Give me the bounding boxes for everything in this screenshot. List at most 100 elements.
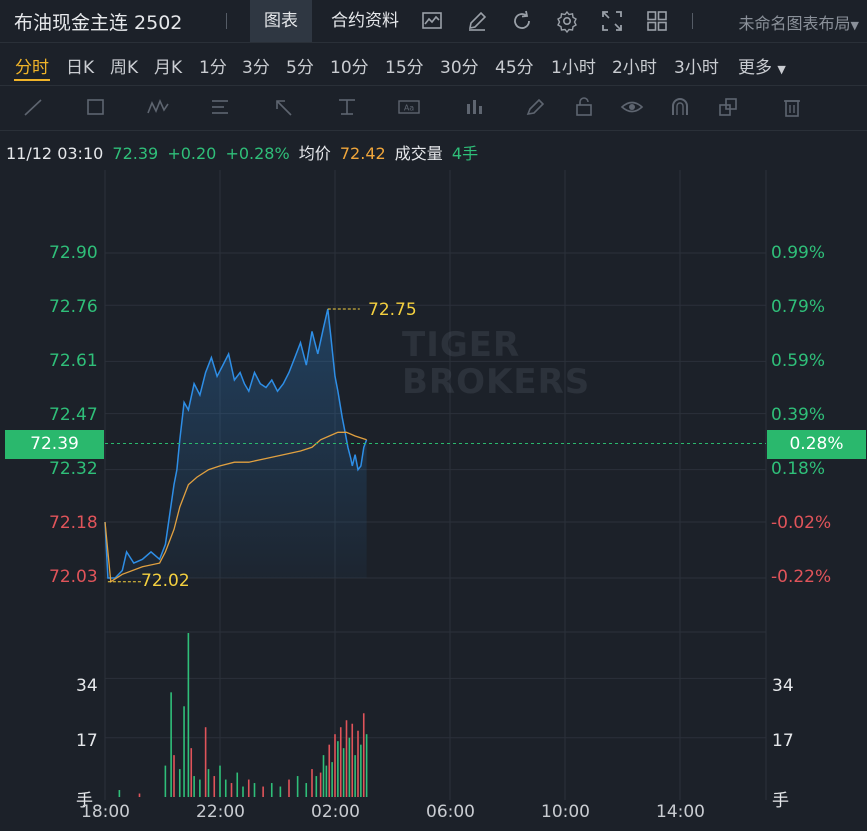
- interval-item[interactable]: 2小时: [612, 58, 657, 78]
- y-axis-pct-label: -0.02%: [771, 513, 832, 533]
- volume-bar: [331, 762, 333, 797]
- layout-select-label: 未命名图表布局: [738, 14, 851, 33]
- interval-item[interactable]: 3小时: [674, 58, 719, 78]
- rect-tool-icon[interactable]: [84, 96, 108, 118]
- volume-bar: [213, 776, 216, 797]
- interval-item[interactable]: 日K: [66, 58, 95, 78]
- y-axis-label: 72.18: [49, 513, 98, 533]
- avg-price-label: 均价: [298, 144, 331, 163]
- fullscreen-icon[interactable]: [600, 9, 624, 33]
- interval-item[interactable]: 45分: [495, 58, 534, 78]
- volume-bar: [207, 769, 210, 797]
- volume-bar: [357, 730, 359, 797]
- brush-icon[interactable]: [524, 96, 548, 118]
- bar-pattern-icon[interactable]: [462, 96, 486, 118]
- volume-label: 成交量: [394, 144, 443, 163]
- volume-bar: [253, 783, 256, 797]
- eye-icon[interactable]: [620, 96, 644, 118]
- interval-bar: 分时 日K 周K 月K 1分 3分 5分 10分 15分 30分 45分 1小时…: [0, 43, 867, 86]
- volume-axis-label: 手: [772, 791, 789, 811]
- x-axis-label: 22:00: [196, 802, 245, 822]
- measure-tool-icon[interactable]: [335, 96, 359, 118]
- indicator-icon[interactable]: [420, 9, 444, 33]
- volume-axis-label: 手: [76, 791, 93, 811]
- volume-bar: [262, 786, 264, 797]
- volume-bar: [288, 779, 290, 797]
- interval-item[interactable]: 10分: [330, 58, 369, 78]
- interval-item[interactable]: 15分: [385, 58, 424, 78]
- volume-bar: [183, 706, 185, 797]
- y-axis-pct-label: 0.18%: [771, 459, 826, 479]
- volume-bar: [242, 786, 244, 797]
- y-axis-pct-label: 0.39%: [771, 405, 826, 425]
- fib-tool-icon[interactable]: [208, 96, 232, 118]
- lock-icon[interactable]: [572, 96, 596, 118]
- refresh-icon[interactable]: [510, 9, 534, 33]
- volume-bar: [345, 720, 348, 797]
- low-price-annotation: 72.02: [141, 571, 190, 591]
- y-axis-label: 72.76: [49, 297, 98, 317]
- trash-icon[interactable]: [780, 96, 804, 118]
- grid-layout-icon[interactable]: [645, 9, 669, 33]
- interval-item[interactable]: 5分: [286, 58, 314, 78]
- interval-item[interactable]: 1小时: [551, 58, 596, 78]
- tab-chart[interactable]: 图表: [250, 0, 312, 42]
- high-price-annotation: 72.75: [368, 300, 417, 320]
- interval-item[interactable]: 分时: [15, 58, 49, 78]
- magnet-icon[interactable]: [668, 96, 692, 118]
- volume-bar: [296, 776, 299, 797]
- draw-icon[interactable]: [465, 9, 489, 33]
- interval-item[interactable]: 3分: [242, 58, 270, 78]
- volume-bar: [305, 783, 308, 797]
- text-tool-icon[interactable]: Aa: [397, 96, 421, 118]
- top-bar: 布油现金主连 2502 图表 合约资料 未命名图表布局▼: [0, 0, 867, 43]
- volume-bar: [187, 633, 190, 797]
- pattern-tool-icon[interactable]: [146, 96, 170, 118]
- watermark-line2: BROKERS: [402, 362, 591, 402]
- volume-bar: [328, 744, 331, 797]
- current-pct-tag: 0.28%: [767, 430, 866, 459]
- interval-item[interactable]: 月K: [154, 58, 183, 78]
- drawing-toolbar: Aa: [0, 86, 867, 131]
- layers-icon[interactable]: [716, 96, 740, 118]
- volume-bar: [173, 755, 175, 797]
- x-axis-label: 02:00: [311, 802, 360, 822]
- line-tool-icon[interactable]: [22, 96, 46, 118]
- volume-bar: [362, 713, 365, 797]
- divider: [226, 13, 227, 29]
- volume-bar: [118, 790, 121, 797]
- volume-bar: [334, 734, 336, 797]
- volume-bar: [236, 772, 239, 797]
- volume-bar: [247, 779, 250, 797]
- active-interval-indicator: [14, 79, 50, 81]
- divider: [692, 13, 693, 29]
- avg-price-value: 72.42: [339, 144, 386, 163]
- interval-item[interactable]: 周K: [110, 58, 139, 78]
- x-axis-label: 14:00: [656, 802, 705, 822]
- quote-info-line: 11/12 03:10 72.39 +0.20 +0.28% 均价 72.42 …: [6, 140, 482, 164]
- chevron-down-icon: ▼: [777, 63, 786, 76]
- tab-contract-info[interactable]: 合约资料: [331, 11, 399, 31]
- current-price-tag: 72.39: [5, 430, 104, 459]
- more-intervals-button[interactable]: 更多 ▼: [738, 53, 786, 78]
- symbol-title[interactable]: 布油现金主连 2502: [14, 12, 183, 34]
- volume-bar: [138, 793, 141, 797]
- svg-text:Aa: Aa: [404, 104, 414, 113]
- volume-bar: [337, 741, 339, 797]
- arrow-tool-icon[interactable]: [272, 96, 296, 118]
- volume-bar: [319, 772, 322, 797]
- volume-bar: [178, 769, 181, 797]
- interval-item[interactable]: 30分: [440, 58, 479, 78]
- settings-icon[interactable]: [555, 9, 579, 34]
- volume-bar: [224, 779, 227, 797]
- x-axis-label: 18:00: [81, 802, 130, 822]
- quote-datetime: 11/12 03:10: [6, 144, 104, 163]
- quote-change: +0.20: [167, 144, 217, 163]
- volume-bar: [322, 755, 325, 797]
- layout-select[interactable]: 未命名图表布局▼: [739, 10, 859, 34]
- volume-bar: [348, 737, 351, 797]
- volume-bar: [339, 727, 342, 797]
- x-axis-label: 10:00: [541, 802, 590, 822]
- interval-item[interactable]: 1分: [199, 58, 227, 78]
